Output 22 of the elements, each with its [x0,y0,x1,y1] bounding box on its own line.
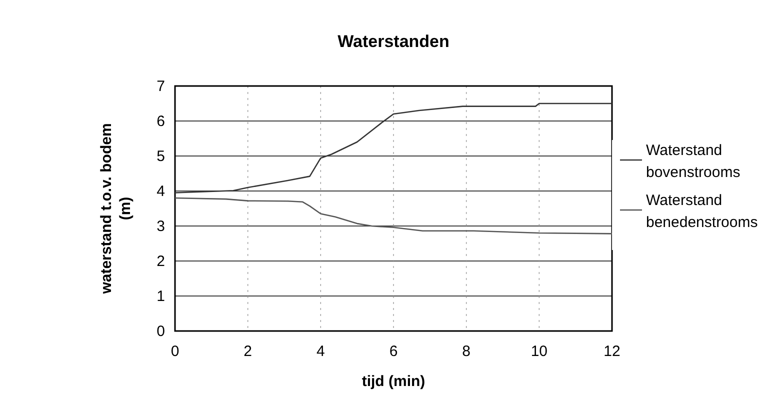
y-axis-title: waterstand t.o.v. bodem (m) [98,123,134,295]
x-axis-title: tijd (min) [362,373,426,390]
y-tick-label: 7 [156,78,165,95]
x-tick-label: 12 [604,343,620,360]
x-tick-label: 6 [389,343,398,360]
x-tick-label: 8 [462,343,471,360]
x-tick-label: 4 [316,343,325,360]
legend-label: Waterstand bovenstrooms [646,142,740,181]
y-tick-label: 0 [156,323,165,340]
x-tick-label: 10 [530,343,548,360]
y-tick-label: 5 [156,148,165,165]
y-tick-label: 6 [156,113,165,130]
legend-label: Waterstand benedenstrooms [646,192,758,231]
line-series [174,102,613,194]
x-tick-label: 0 [170,343,180,360]
x-tick-label: 2 [244,343,252,360]
line-series [174,197,613,234]
y-tick-label: 3 [156,218,165,235]
y-tick-label: 4 [156,183,165,200]
chart-title: Waterstanden [338,32,450,51]
y-tick-label: 1 [156,288,165,305]
y-tick-label: 2 [156,253,165,270]
